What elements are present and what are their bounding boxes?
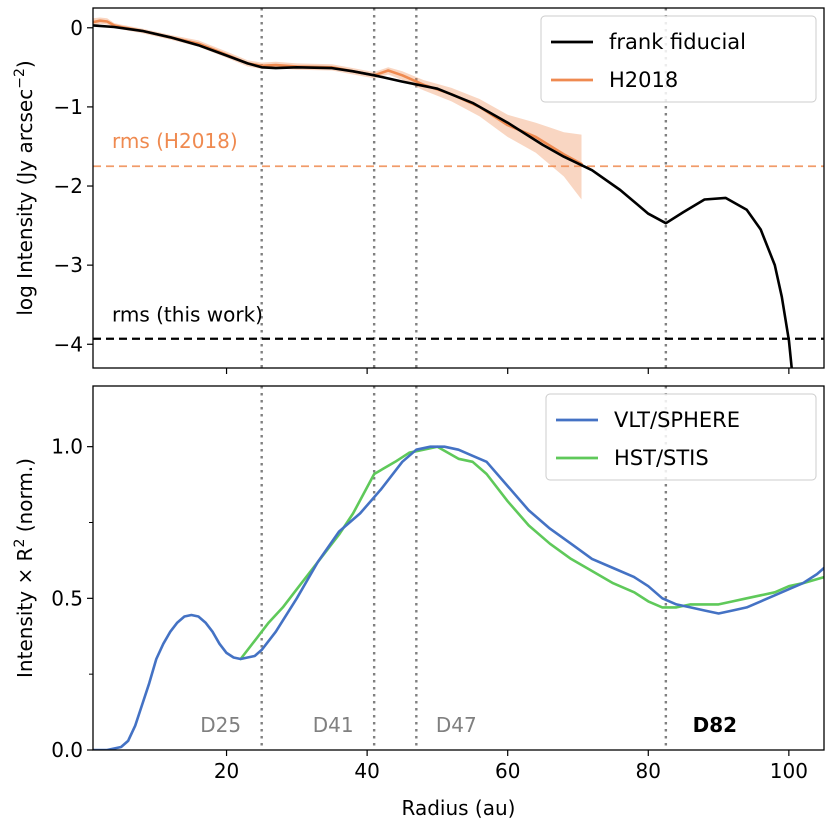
x-tick-label-0: 20 (214, 759, 239, 783)
x-axis-label: Radius (au) (402, 796, 516, 820)
series-band-1 (93, 17, 582, 200)
x-tick-label-2: 60 (495, 759, 520, 783)
axes-frame (92, 385, 825, 751)
x-tick-label-3: 80 (636, 759, 661, 783)
series-line-0 (93, 445, 824, 750)
rms-label-1: rms (this work) (112, 303, 263, 327)
plot-area (93, 386, 824, 750)
legend-label-1: H2018 (609, 68, 678, 92)
y-tick-label-1: −1 (54, 95, 83, 119)
rms-label-0: rms (H2018) (112, 129, 238, 153)
y-tick-label-2: −2 (54, 174, 83, 198)
gap-label-d25: D25 (200, 713, 241, 737)
series-line-1 (239, 445, 824, 661)
legend: frank fiducial H2018 (540, 15, 817, 103)
y-tick-label-4: −4 (54, 332, 83, 356)
y-axis-label-close: (norm.) (13, 458, 37, 539)
gap-label-d82: D82 (693, 713, 737, 737)
series-line-0 (93, 24, 793, 368)
y-axis-label-close: ) (13, 60, 37, 68)
x-tick-label-1: 40 (354, 759, 379, 783)
x-tick-label-4: 100 (770, 759, 808, 783)
legend-label-0: frank fiducial (609, 30, 746, 54)
legend-box (540, 15, 817, 103)
y-axis-label-main: log Intensity (Jy arcsec (13, 89, 37, 316)
y-axis-label-sup: −2 (12, 68, 28, 89)
plot-area (93, 8, 824, 368)
y-tick-label-1: 0.5 (51, 586, 83, 610)
axes-frame (92, 7, 825, 369)
gap-label-d47: D47 (436, 713, 477, 737)
y-axis-label: log Intensity (Jy arcsec−2) (12, 60, 37, 315)
y-axis-label-sup: 2 (12, 539, 28, 548)
y-axis-label: Intensity × R2 (norm.) (12, 458, 37, 678)
legend-box (545, 393, 817, 481)
legend-label-1: HST/STIS (614, 446, 709, 470)
y-axis-label-main: Intensity × R (13, 547, 37, 678)
y-tick-label-3: −3 (54, 253, 83, 277)
gap-label-d41: D41 (313, 713, 354, 737)
legend-label-0: VLT/SPHERE (614, 408, 740, 432)
legend: VLT/SPHERE HST/STIS (545, 393, 817, 481)
y-tick-label-0: 0 (70, 16, 83, 40)
top-panel: rms (H2018) rms (this work) 0 −1 −2 −3 −4 log I… (12, 7, 825, 374)
y-tick-label-0: 0.0 (51, 738, 83, 762)
bottom-panel: 20 40 60 80 100 0.0 0.5 1.0 Intensity × R2 (norm… (12, 385, 825, 820)
y-tick-label-2: 1.0 (51, 435, 83, 459)
